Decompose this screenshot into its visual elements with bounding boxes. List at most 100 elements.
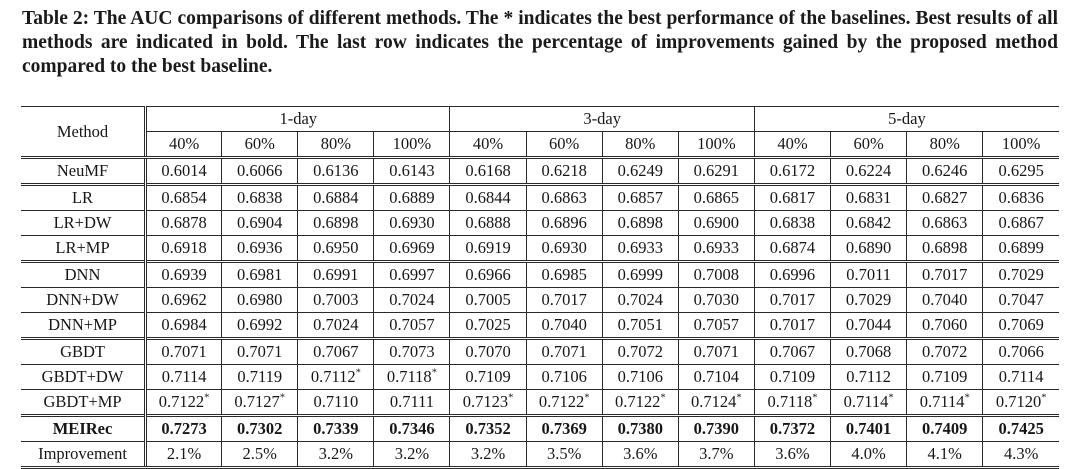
table-container: Method 1-day 3-day 5-day 40% 60% 80% 100% 40% 60%… [21,106,1059,469]
value-cell: 0.6844 [449,183,527,211]
value-cell: 0.7111 [373,389,450,416]
value-cell: 2.5% [221,441,298,469]
percent-header-cell: 100% [982,131,1059,159]
value-cell: 0.7071 [144,337,222,365]
value-cell: 0.7067 [753,337,831,365]
value-cell: 0.7122* [525,389,603,416]
value-cell: 0.6996 [753,260,831,288]
value-cell: 0.6817 [753,183,831,211]
value-cell: 0.6854 [144,183,222,211]
value-cell: 0.7005 [449,287,527,313]
value-cell: 0.7017 [906,260,983,288]
value-cell: 0.7029 [982,260,1059,288]
value-cell: 4.1% [906,441,983,469]
percent-header-cell: 100% [373,131,450,159]
method-cell: DNN [21,260,146,288]
value-cell: 0.7011 [830,260,907,288]
percent-header-cell: 60% [221,131,298,159]
value-cell: 0.6066 [221,156,298,185]
value-cell: 0.6218 [525,156,603,185]
day-group-header: 1-day [144,106,450,132]
value-cell: 3.5% [525,441,603,469]
value-cell: 0.6136 [297,156,374,185]
value-cell: 0.6930 [373,210,450,236]
value-cell: 0.7124* [677,389,755,416]
table-row: GBDT 0.7071 0.7071 0.7067 0.7073 0.7070 0.7071… [21,337,1059,365]
value-cell: 0.6827 [906,183,983,211]
value-cell: 0.7072 [906,337,983,365]
value-cell: 0.6991 [297,260,374,288]
value-cell: 0.6985 [525,260,603,288]
value-cell: 0.7025 [449,312,527,339]
value-cell: 0.6896 [525,210,603,236]
value-cell: 0.7030 [677,287,755,313]
value-cell: 0.6918 [144,235,222,262]
value-cell: 0.7070 [449,337,527,365]
value-cell: 0.7029 [830,287,907,313]
value-cell: 0.7273 [144,414,222,442]
value-cell: 0.7106 [601,364,679,390]
value-cell: 0.7017 [525,287,603,313]
value-cell: 0.6889 [373,183,450,211]
header-row-days: Method 1-day 3-day 5-day [21,106,1059,159]
value-cell: 0.7017 [753,287,831,313]
table-row: LR 0.6854 0.6838 0.6884 0.6889 0.6844 0.6863 0.… [21,183,1059,211]
value-cell: 0.6295 [982,156,1059,185]
value-cell: 0.7109 [906,364,983,390]
value-cell: 0.6919 [449,235,527,262]
value-cell: 0.6950 [297,235,374,262]
best-baseline-star: * [888,392,894,404]
value-cell: 0.6249 [601,156,679,185]
value-cell: 0.7114 [982,364,1059,390]
table-row: Improvement 2.1% 2.5% 3.2% 3.2% 3.2% 3.5% 3.6% 3… [21,441,1059,469]
method-cell: LR [21,183,146,211]
value-cell: 0.7060 [906,312,983,339]
value-cell: 0.6014 [144,156,222,185]
value-cell: 0.6863 [906,210,983,236]
method-header-cell: Method [21,106,146,159]
method-cell: LR+MP [21,235,146,262]
value-cell: 0.7122* [601,389,679,416]
value-cell: 0.7369 [525,414,603,442]
value-cell: 0.6842 [830,210,907,236]
value-cell: 0.7346 [373,414,450,442]
value-cell: 0.6984 [144,312,222,339]
value-cell: 0.7352 [449,414,527,442]
value-cell: 0.6999 [601,260,679,288]
value-cell: 0.7409 [906,414,983,442]
value-cell: 0.6997 [373,260,450,288]
percent-header-cell: 100% [677,131,755,159]
value-cell: 0.6933 [677,235,755,262]
value-cell: 0.7114 [144,364,222,390]
value-cell: 0.7071 [221,337,298,365]
value-cell: 0.6899 [982,235,1059,262]
value-cell: 0.7040 [525,312,603,339]
value-cell: 0.7044 [830,312,907,339]
value-cell: 0.6966 [449,260,527,288]
value-cell: 0.6224 [830,156,907,185]
value-cell: 0.7119 [221,364,298,390]
value-cell: 0.7390 [677,414,755,442]
table-row: GBDT+DW 0.7114 0.7119 0.7112* 0.7118* 0.7109 0… [21,364,1059,390]
percent-header-cell: 60% [830,131,907,159]
value-cell: 0.6962 [144,287,222,313]
value-cell: 0.7071 [677,337,755,365]
table-row: MEIRec 0.7273 0.7302 0.7339 0.7346 0.7352 0.73… [21,414,1059,442]
table-caption: Table 2: The AUC comparisons of differen… [22,8,1058,77]
table-row: DNN+DW 0.6962 0.6980 0.7003 0.7024 0.7005 0.70… [21,287,1059,313]
value-cell: 0.6933 [601,235,679,262]
value-cell: 0.6900 [677,210,755,236]
best-baseline-star: * [431,367,437,379]
value-cell: 0.6898 [601,210,679,236]
value-cell: 0.6878 [144,210,222,236]
value-cell: 0.7072 [601,337,679,365]
value-cell: 0.6969 [373,235,450,262]
value-cell: 0.6863 [525,183,603,211]
value-cell: 0.6291 [677,156,755,185]
value-cell: 0.6980 [221,287,298,313]
value-cell: 0.7040 [906,287,983,313]
value-cell: 0.7071 [525,337,603,365]
value-cell: 0.6143 [373,156,450,185]
value-cell: 0.6831 [830,183,907,211]
header-row-percents: 40% 60% 80% 100% 40% 60% 80% 100% 40% 60% 80% 100% [21,131,1059,159]
